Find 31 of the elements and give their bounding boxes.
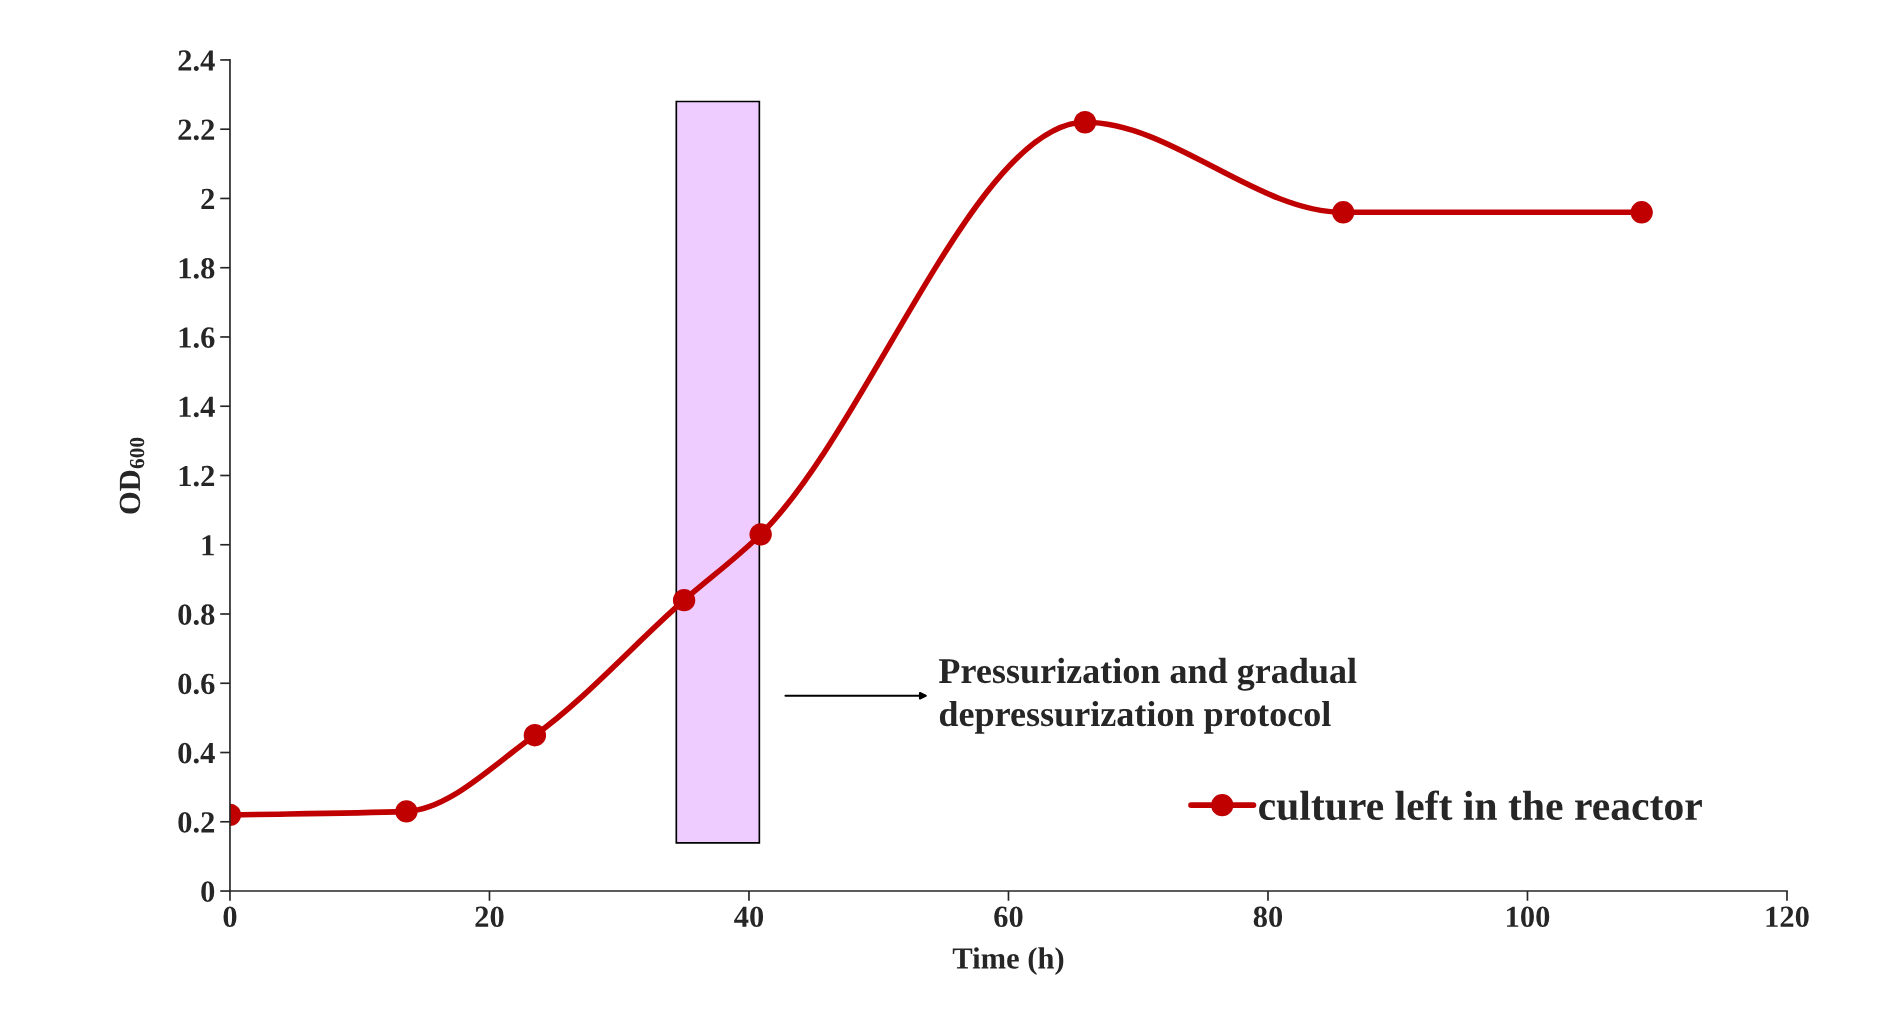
- point: [395, 800, 418, 823]
- y-tick-label: 1.6: [179, 327, 215, 349]
- point: [1630, 201, 1653, 224]
- point: [1073, 111, 1097, 134]
- y-tick-label: 0: [201, 881, 215, 902]
- y-tick-label: 2.4: [178, 50, 215, 71]
- point: [672, 588, 696, 612]
- y-tick-label: 1.4: [179, 396, 215, 418]
- annotation: Pressurization and gradual depressurization protocol: [939, 657, 1357, 734]
- x-tick-label: 120: [1766, 906, 1809, 928]
- x-tick-label: 60: [994, 906, 1023, 928]
- y-tick-label: 0.4: [178, 742, 215, 764]
- x-tick-label: 80: [1253, 906, 1283, 928]
- x-tick-label: 0: [223, 906, 237, 928]
- x-tick-label: 20: [475, 906, 504, 928]
- y-tick-label: 2: [201, 188, 215, 210]
- y-tick-label: 1.2: [179, 465, 215, 487]
- y-tick-label: 0.6: [178, 673, 215, 695]
- y-axis-title: OD$_{600}$: [119, 437, 145, 514]
- x-axis-title: Time (h): [952, 947, 1064, 975]
- point: [1332, 201, 1355, 224]
- y-tick-label: 1.8: [179, 258, 215, 279]
- y-tick-label: 0.8: [178, 604, 215, 626]
- y-tick-label: 1: [202, 535, 214, 556]
- point: [749, 523, 772, 546]
- point: [523, 724, 547, 747]
- x-tick-label: 100: [1507, 906, 1550, 928]
- x-tick-label: 40: [734, 906, 764, 928]
- y-tick-label: 0.2: [178, 812, 215, 833]
- legend-label: culture left in the reactor: [1259, 790, 1702, 821]
- y-tick-label: 2.2: [178, 119, 215, 141]
